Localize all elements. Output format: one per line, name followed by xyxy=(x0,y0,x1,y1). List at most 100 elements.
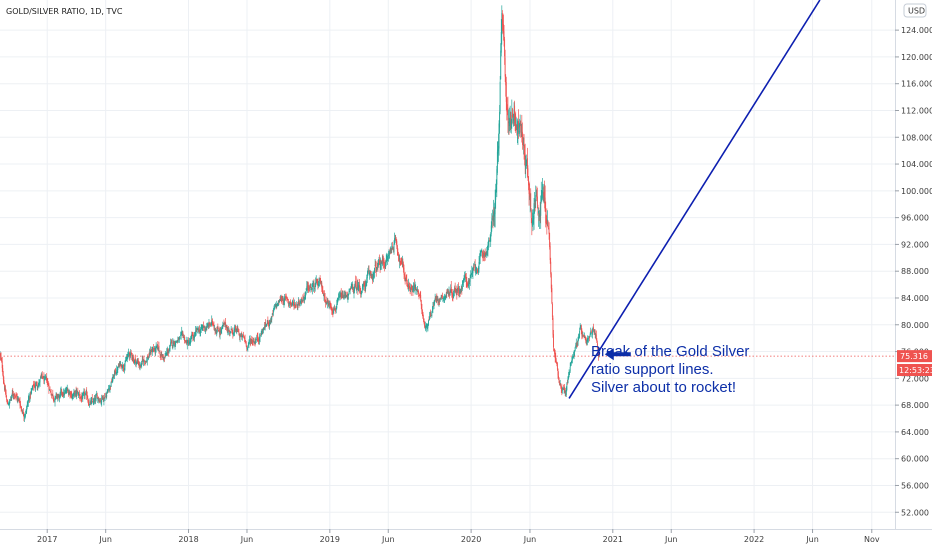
candle-body xyxy=(171,345,173,346)
candle-body xyxy=(219,330,221,335)
candle-body xyxy=(468,280,469,287)
candle-body xyxy=(381,262,383,264)
candle-body xyxy=(400,261,402,263)
candle-body xyxy=(187,340,189,343)
candle-body xyxy=(151,350,153,352)
candle-body xyxy=(48,384,50,390)
y-tick-label: 72.000 xyxy=(901,374,929,383)
candle-body xyxy=(156,346,158,347)
candle-body xyxy=(337,297,339,299)
candle-body xyxy=(297,300,299,305)
candle-body xyxy=(100,400,102,402)
candle-body xyxy=(339,294,341,297)
candle-body xyxy=(258,339,260,342)
candle-body xyxy=(408,285,410,288)
candle-body xyxy=(284,298,285,302)
candle-body xyxy=(509,115,511,121)
candle-body xyxy=(466,283,468,287)
candle-body xyxy=(523,138,524,147)
candle-body xyxy=(69,391,70,394)
candle-body xyxy=(379,260,381,265)
candle-body xyxy=(349,291,351,292)
candle-body xyxy=(515,126,517,128)
candle-body xyxy=(126,358,128,361)
candle-body xyxy=(76,391,78,393)
candle-body xyxy=(359,287,361,291)
candle-body xyxy=(485,252,487,256)
candle-body xyxy=(186,340,188,345)
candle-body xyxy=(572,356,574,359)
candle-body xyxy=(5,388,7,394)
candle-body xyxy=(356,285,358,287)
candle-body xyxy=(429,314,431,316)
candle-body xyxy=(215,330,217,334)
candle-body xyxy=(402,261,404,266)
candle-body xyxy=(359,284,361,288)
candle-body xyxy=(255,340,257,341)
candle-body xyxy=(541,191,543,198)
candle-body xyxy=(192,335,194,339)
candle-body xyxy=(540,194,542,202)
candle-body xyxy=(496,151,498,173)
candle-body xyxy=(314,286,316,291)
candle-body xyxy=(321,289,323,292)
candle-body xyxy=(277,300,279,306)
candle-body xyxy=(364,282,366,286)
candle-body xyxy=(390,249,392,251)
candle-body xyxy=(145,360,147,362)
candle-body xyxy=(404,275,406,282)
candle-body xyxy=(220,329,222,333)
candle-body xyxy=(490,225,492,234)
candle-body xyxy=(86,391,88,396)
candle-body xyxy=(11,394,13,399)
x-tick-label: Jun xyxy=(98,535,112,544)
candle-body xyxy=(558,375,559,379)
candle-body xyxy=(406,279,408,285)
candle-body xyxy=(116,370,118,371)
currency-button[interactable]: USD xyxy=(903,3,927,18)
symbol-title[interactable]: GOLD/SILVER RATIO, 1D, TVC xyxy=(6,7,123,16)
x-tick-label: 2017 xyxy=(37,535,57,544)
candle-body xyxy=(380,261,382,263)
candle-body xyxy=(528,176,529,186)
price-axis[interactable]: 52.00056.00060.00064.00068.00072.00076.0… xyxy=(895,26,932,517)
candle-body xyxy=(459,289,461,294)
candle-body xyxy=(492,222,494,224)
candle-body xyxy=(42,376,44,379)
candle-body xyxy=(262,327,264,331)
candle-body xyxy=(501,15,503,21)
candle-body xyxy=(242,334,244,337)
candle-body xyxy=(41,374,43,376)
candle-body xyxy=(485,251,487,255)
candle-body xyxy=(132,357,134,359)
candle-body xyxy=(25,414,27,416)
support-trendline[interactable] xyxy=(568,0,821,399)
candle-body xyxy=(378,260,380,263)
candle-body xyxy=(573,353,575,357)
candle-body xyxy=(102,397,104,401)
candle-body xyxy=(153,349,155,351)
candle-body xyxy=(297,304,299,306)
candle-body xyxy=(531,218,533,225)
candle-body xyxy=(202,326,204,327)
candle-body xyxy=(569,366,571,372)
y-tick-label: 64.000 xyxy=(901,428,929,437)
candle-body xyxy=(105,396,107,398)
candle-body xyxy=(144,361,145,362)
candle-body xyxy=(346,295,348,299)
grid-layer xyxy=(0,0,895,529)
candle-body xyxy=(261,331,263,333)
candle-body xyxy=(3,380,5,384)
candle-body xyxy=(92,401,94,404)
candle-body xyxy=(211,319,213,323)
candle-body xyxy=(289,301,291,304)
candle-body xyxy=(65,390,67,393)
candle-body xyxy=(439,299,441,302)
candle-body xyxy=(316,279,318,281)
candle-body xyxy=(536,194,538,199)
candle-body xyxy=(325,300,327,304)
candle-body xyxy=(139,364,141,367)
candle-body xyxy=(227,329,229,332)
time-axis[interactable]: 2017 Jun 2018 Jun 2019 Jun 2020 Jun 2021 Jun 2022 J… xyxy=(37,529,880,544)
